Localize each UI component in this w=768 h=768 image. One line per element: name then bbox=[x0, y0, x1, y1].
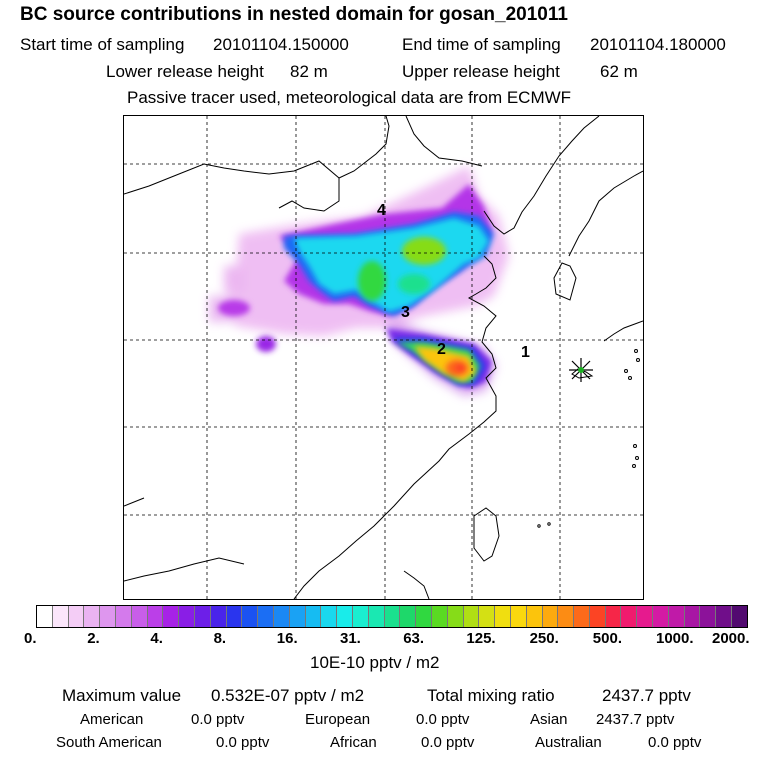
south-american-label: South American bbox=[56, 734, 162, 751]
colorbar-swatch bbox=[241, 606, 258, 627]
colorbar-tick-label: 31. bbox=[340, 630, 361, 647]
region-label-2: 2 bbox=[437, 341, 446, 358]
colorbar-swatch bbox=[573, 606, 589, 627]
colorbar-swatch bbox=[178, 606, 194, 627]
colorbar-swatch bbox=[636, 606, 653, 627]
colorbar-tick-label: 2000. bbox=[712, 630, 750, 647]
colorbar-swatch bbox=[162, 606, 179, 627]
colorbar-swatch bbox=[588, 606, 605, 627]
map-canvas: 1 2 3 4 bbox=[124, 116, 643, 599]
map-panel: 1 2 3 4 bbox=[123, 115, 644, 600]
colorbar-swatch bbox=[604, 606, 621, 627]
colorbar-swatch bbox=[383, 606, 400, 627]
australian-value: 0.0 pptv bbox=[648, 734, 702, 751]
colorbar-swatch bbox=[652, 606, 668, 627]
european-value: 0.0 pptv bbox=[416, 711, 470, 728]
colorbar-swatch bbox=[257, 606, 273, 627]
colorbar-units: 10E-10 pptv / m2 bbox=[310, 653, 440, 672]
colorbar-tick-label: 8. bbox=[213, 630, 227, 647]
colorbar-swatch bbox=[446, 606, 463, 627]
max-value-label: Maximum value bbox=[62, 686, 182, 705]
south-american-value: 0.0 pptv bbox=[216, 734, 270, 751]
tracer-note: Passive tracer used, meteorological data… bbox=[127, 88, 572, 107]
colorbar-swatch bbox=[304, 606, 321, 627]
plot-title: BC source contributions in nested domain… bbox=[20, 4, 568, 25]
colorbar-swatch bbox=[83, 606, 100, 627]
colorbar-swatch bbox=[351, 606, 368, 627]
total-mixing-label: Total mixing ratio bbox=[427, 686, 555, 705]
start-time-value: 20101104.150000 bbox=[213, 35, 349, 54]
colorbar-swatch bbox=[99, 606, 115, 627]
colorbar-swatch bbox=[715, 606, 732, 627]
receptor-star-icon bbox=[569, 358, 593, 382]
colorbar-swatch bbox=[209, 606, 226, 627]
african-value: 0.0 pptv bbox=[421, 734, 475, 751]
colorbar-swatch bbox=[67, 606, 84, 627]
colorbar-tick-label: 125. bbox=[466, 630, 496, 647]
colorbar-swatch bbox=[731, 606, 747, 627]
colorbar-swatch bbox=[367, 606, 384, 627]
region-label-1: 1 bbox=[521, 344, 530, 361]
european-label: European bbox=[305, 711, 371, 728]
colorbar-swatch bbox=[541, 606, 558, 627]
colorbar-tick-label: 2. bbox=[87, 630, 100, 647]
colorbar-swatch bbox=[146, 606, 163, 627]
asian-value: 2437.7 pptv bbox=[596, 711, 675, 728]
coastlines bbox=[124, 116, 643, 599]
african-label: African bbox=[330, 734, 377, 751]
colorbar bbox=[36, 605, 748, 628]
colorbar-swatch bbox=[557, 606, 574, 627]
region-label-4: 4 bbox=[377, 202, 386, 219]
colorbar-tick-label: 500. bbox=[592, 630, 622, 647]
american-value: 0.0 pptv bbox=[191, 711, 245, 728]
colorbar-swatch bbox=[430, 606, 447, 627]
american-label: American bbox=[80, 711, 144, 728]
colorbar-swatch bbox=[478, 606, 495, 627]
colorbar-swatch bbox=[272, 606, 289, 627]
upper-release-value: 62 m bbox=[600, 62, 638, 81]
colorbar-swatch bbox=[509, 606, 526, 627]
upper-release-label: Upper release height bbox=[402, 62, 560, 81]
asian-label: Asian bbox=[530, 711, 568, 728]
colorbar-swatch bbox=[399, 606, 416, 627]
colorbar-tick-label: 0. bbox=[24, 630, 37, 647]
lower-release-value: 82 m bbox=[290, 62, 328, 81]
colorbar-swatch bbox=[699, 606, 716, 627]
max-value: 0.532E-07 pptv / m2 bbox=[211, 686, 365, 705]
colorbar-swatch bbox=[667, 606, 684, 627]
colorbar-swatch bbox=[51, 606, 68, 627]
start-time-label: Start time of sampling bbox=[20, 35, 185, 54]
colorbar-swatch bbox=[620, 606, 637, 627]
colorbar-swatch bbox=[225, 606, 242, 627]
total-mixing-value: 2437.7 pptv bbox=[602, 686, 691, 705]
colorbar-swatch bbox=[683, 606, 700, 627]
colorbar-swatch bbox=[525, 606, 542, 627]
end-time-value: 20101104.180000 bbox=[590, 35, 726, 54]
colorbar-swatch bbox=[130, 606, 147, 627]
colorbar-tick-label: 63. bbox=[403, 630, 425, 647]
colorbar-swatch bbox=[336, 606, 352, 627]
colorbar-swatch bbox=[37, 606, 52, 627]
colorbar-tick-label: 4. bbox=[150, 630, 163, 647]
colorbar-swatch bbox=[462, 606, 479, 627]
end-time-label: End time of sampling bbox=[402, 35, 561, 54]
colorbar-tick-label: 1000. bbox=[656, 630, 694, 647]
colorbar-swatch bbox=[193, 606, 210, 627]
region-label-3: 3 bbox=[401, 304, 410, 321]
colorbar-swatch bbox=[288, 606, 305, 627]
colorbar-tick-label: 250. bbox=[529, 630, 559, 647]
islands bbox=[537, 349, 640, 528]
australian-label: Australian bbox=[535, 734, 602, 751]
colorbar-swatch bbox=[320, 606, 337, 627]
colorbar-swatch bbox=[114, 606, 131, 627]
lower-release-label: Lower release height bbox=[106, 62, 264, 81]
lat-lon-grid bbox=[124, 116, 643, 599]
concentration-field bbox=[209, 166, 509, 396]
colorbar-swatch bbox=[415, 606, 431, 627]
colorbar-tick-label: 16. bbox=[276, 630, 298, 647]
colorbar-swatch bbox=[494, 606, 510, 627]
